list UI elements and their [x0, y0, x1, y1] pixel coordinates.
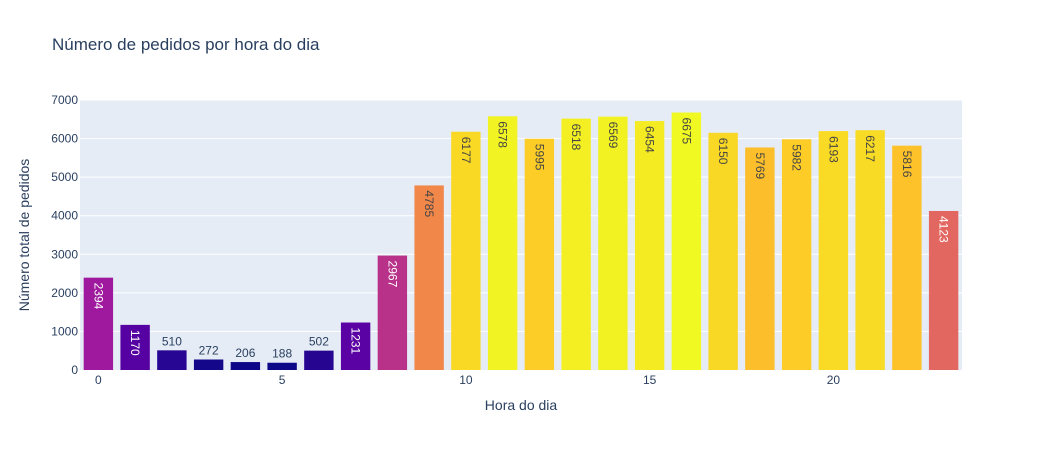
x-tick-label: 5	[279, 373, 286, 387]
y-tick-label: 2000	[51, 286, 78, 300]
bar-data-label: 5769	[753, 152, 767, 179]
bar-hour-0[interactable]	[83, 277, 114, 370]
bar-data-label: 6675	[679, 118, 693, 145]
bar-data-label: 5995	[532, 144, 546, 171]
bar-hour-9[interactable]	[414, 185, 444, 370]
x-axis-ticks: 0 5 10 15 20	[95, 373, 840, 387]
bar-data-label: 1231	[349, 328, 363, 355]
bar-data-label: 4123	[937, 216, 951, 243]
bar-hour-14[interactable]	[598, 116, 628, 370]
bar-data-label: 6518	[569, 124, 583, 151]
bar-hour-21[interactable]	[855, 130, 885, 370]
bar-data-label: 5982	[790, 144, 804, 171]
bar-hour-1[interactable]	[120, 324, 150, 370]
x-tick-label: 20	[827, 373, 841, 387]
x-tick-label: 10	[459, 373, 473, 387]
bar-hour-18[interactable]	[745, 147, 775, 370]
plot-area	[80, 100, 962, 370]
bar-data-label: 1170	[128, 330, 142, 356]
x-tick-label: 15	[643, 373, 657, 387]
bar-data-label: 4785	[422, 190, 436, 217]
bar-data-label: 502	[309, 335, 329, 349]
y-axis-title: Número total de pedidos	[16, 159, 32, 312]
bar-hour-12[interactable]	[524, 138, 555, 370]
y-tick-label: 1000	[51, 324, 78, 338]
bar-data-label: 272	[199, 344, 219, 358]
bar-labels: 2394 1170 510 272 206 188 502 1231 2967 4785 6177 6…	[91, 118, 950, 361]
bar-data-label: 206	[235, 346, 255, 360]
bar-hour-10[interactable]	[451, 131, 481, 370]
y-tick-label: 4000	[51, 209, 78, 223]
bar-data-label: 6578	[496, 121, 510, 148]
bar-data-label: 188	[272, 347, 292, 361]
bar-hour-19[interactable]	[781, 139, 812, 370]
bar-data-label: 6217	[863, 135, 877, 162]
grid-lines	[80, 99, 962, 332]
bar-data-label: 6569	[606, 122, 620, 149]
bar-hour-7[interactable]	[340, 322, 371, 370]
bar-hour-15[interactable]	[634, 121, 665, 370]
x-tick-label: 0	[95, 373, 102, 387]
bar-data-label: 5816	[900, 151, 914, 178]
bars	[83, 112, 959, 371]
bar-data-label: 2967	[385, 261, 399, 288]
bar-data-label: 6177	[459, 137, 473, 164]
y-tick-label: 7000	[51, 93, 78, 107]
y-tick-label: 3000	[51, 247, 78, 261]
bar-data-label: 6454	[643, 126, 657, 153]
x-axis-title: Hora do dia	[485, 397, 558, 413]
bar-hour-22[interactable]	[892, 145, 922, 370]
bar-hour-17[interactable]	[708, 132, 738, 370]
bar-hour-3[interactable]	[193, 359, 224, 370]
bar-data-label: 2394	[91, 283, 105, 310]
bar-hour-16[interactable]	[671, 112, 702, 371]
chart-title: Número de pedidos por hora do dia	[52, 35, 320, 54]
bar-data-label: 6193	[826, 136, 840, 163]
y-tick-label: 6000	[51, 132, 78, 146]
bar-hour-8[interactable]	[377, 255, 408, 370]
bar-data-label: 6150	[716, 138, 730, 165]
bar-hour-11[interactable]	[487, 116, 518, 370]
bar-hour-13[interactable]	[561, 118, 591, 370]
bar-hour-4[interactable]	[230, 362, 261, 370]
y-tick-label: 5000	[51, 170, 78, 184]
bar-hour-6[interactable]	[304, 350, 334, 370]
bar-hour-23[interactable]	[928, 210, 959, 370]
bar-hour-20[interactable]	[818, 131, 849, 370]
y-axis-ticks: 0 1000 2000 3000 4000 5000 6000 7000	[51, 93, 78, 377]
y-tick-label: 0	[71, 363, 78, 377]
bar-hour-5[interactable]	[267, 362, 297, 370]
bar-data-label: 510	[162, 334, 182, 348]
bar-hour-2[interactable]	[157, 350, 187, 370]
